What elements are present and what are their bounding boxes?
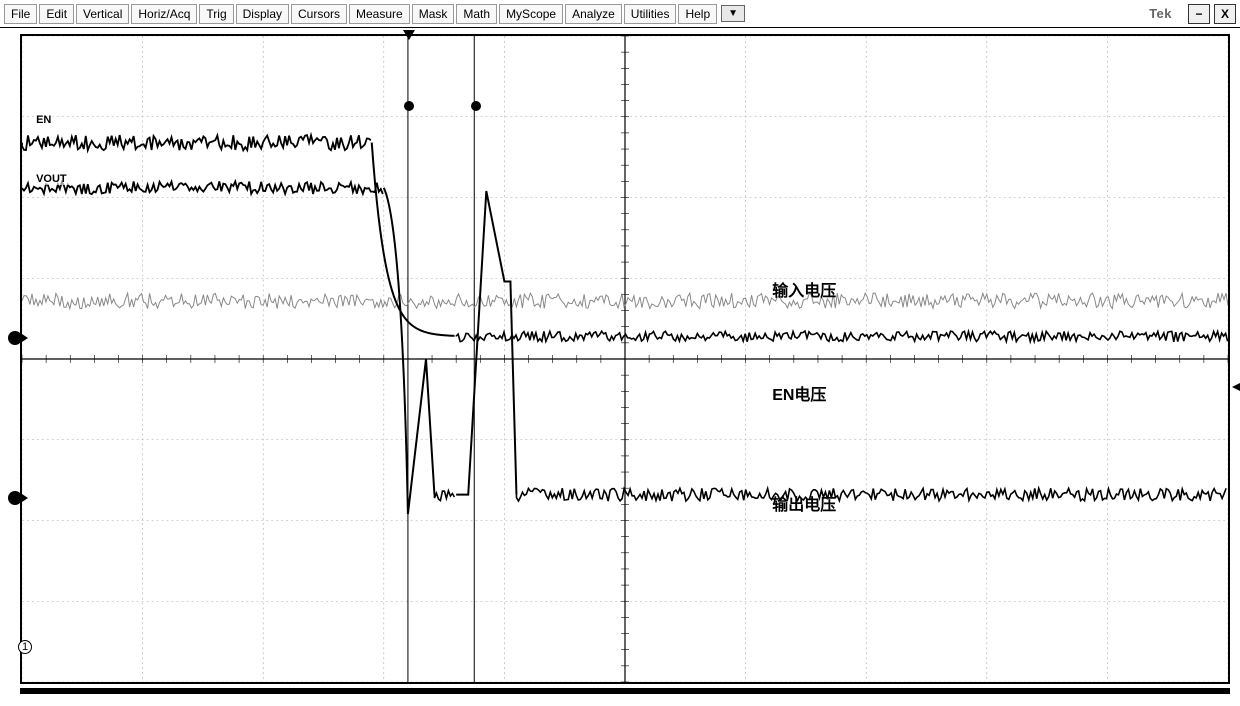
close-button[interactable]: X [1214, 4, 1236, 24]
brand-label: Tek [1149, 6, 1172, 21]
trigger-level-marker-icon[interactable] [1232, 382, 1240, 392]
cursor-b-dot-icon[interactable] [471, 101, 481, 111]
trace-label-vout: VOUT [34, 173, 69, 185]
menu-utilities[interactable]: Utilities [624, 4, 677, 24]
timebase-scrollbar[interactable] [20, 688, 1230, 694]
menu-measure[interactable]: Measure [349, 4, 410, 24]
annotation-vout: 输出电压 [772, 491, 836, 515]
trigger-marker-icon [403, 30, 415, 40]
ch1-ground-marker-icon[interactable] [8, 331, 22, 345]
minimize-button[interactable]: − [1188, 4, 1210, 24]
menu-edit[interactable]: Edit [39, 4, 74, 24]
annotation-vin: 输入电压 [772, 277, 836, 301]
annotation-en: EN电压 [772, 381, 826, 405]
trace-label-en: EN [34, 114, 53, 126]
menu-myscope[interactable]: MyScope [499, 4, 563, 24]
menu-analyze[interactable]: Analyze [565, 4, 622, 24]
menu-horizacq[interactable]: Horiz/Acq [131, 4, 197, 24]
menu-file[interactable]: File [4, 4, 37, 24]
ch2-ground-marker-icon[interactable] [8, 491, 22, 505]
menu-cursors[interactable]: Cursors [291, 4, 347, 24]
menu-help[interactable]: Help [678, 4, 717, 24]
menu-math[interactable]: Math [456, 4, 497, 24]
scope-area: 1 EN VOUT 输入电压 EN电压 输出电压 [0, 28, 1240, 706]
menu-trig[interactable]: Trig [199, 4, 233, 24]
menu-display[interactable]: Display [236, 4, 289, 24]
waveform-plot[interactable]: 1 EN VOUT 输入电压 EN电压 输出电压 [20, 34, 1230, 684]
menu-mask[interactable]: Mask [412, 4, 455, 24]
menu-dropdown-button[interactable]: ▼ [721, 5, 745, 22]
menu-vertical[interactable]: Vertical [76, 4, 129, 24]
reference-marker-icon: 1 [18, 640, 32, 654]
menubar: File Edit Vertical Horiz/Acq Trig Displa… [0, 0, 1240, 28]
